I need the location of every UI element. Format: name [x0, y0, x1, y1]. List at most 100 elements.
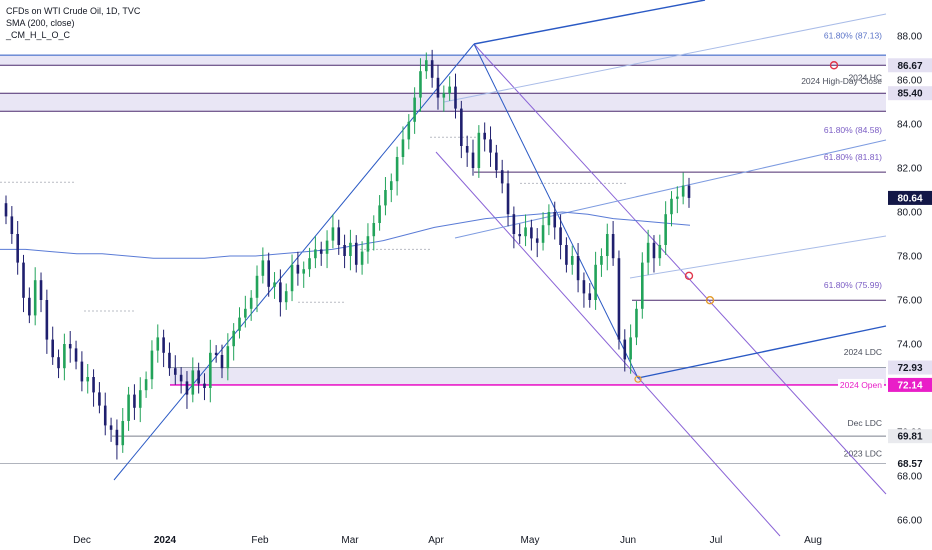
candle-body	[588, 293, 592, 300]
candle-body	[150, 350, 154, 380]
x-tick-label: Mar	[341, 535, 359, 546]
tag-72-14-bg	[888, 377, 932, 392]
candle-body	[676, 196, 679, 199]
candle-body	[547, 212, 551, 226]
trendline-mid-light	[629, 235, 887, 279]
candle-body	[471, 152, 475, 168]
candle-body	[273, 282, 276, 287]
candle-body	[337, 227, 341, 245]
candle-body	[354, 242, 358, 265]
candle-body	[103, 405, 107, 426]
candle-body	[465, 146, 469, 153]
tag-86-67: 86.67	[897, 61, 922, 72]
candle-body	[267, 260, 270, 287]
candle-body	[559, 227, 562, 245]
candle-body	[226, 346, 230, 369]
candles-layer	[4, 49, 691, 460]
chart-legend: CFDs on WTI Crude Oil, 1D, TVC SMA (200,…	[6, 5, 140, 41]
candle-body	[366, 236, 370, 252]
label-2024-open-bg	[838, 378, 884, 390]
label-fib-87-13: 61.80% (87.13)	[824, 30, 882, 40]
candle-body	[419, 71, 422, 98]
candle-body	[448, 86, 451, 94]
candle-body	[115, 429, 119, 446]
candle-body	[255, 275, 259, 298]
candle-body	[68, 344, 72, 349]
candle-body	[483, 132, 486, 140]
y-tick-label: 84.00	[897, 120, 922, 131]
legend-indicator: _CM_H_L_O_C	[6, 30, 71, 40]
candle-body	[162, 337, 165, 353]
candle-body	[664, 214, 667, 245]
candle-body	[39, 280, 43, 300]
candle-body	[57, 357, 60, 369]
y-tick-label: 82.00	[897, 164, 922, 175]
label-2023-ldc: 2023 LDC	[844, 449, 882, 459]
candle-body	[413, 97, 416, 122]
legend-sma: SMA (200, close)	[6, 18, 75, 28]
candle-body	[477, 132, 481, 168]
candle-body	[261, 260, 265, 276]
candle-body	[524, 227, 527, 237]
candle-body	[407, 121, 411, 140]
candle-body	[605, 234, 609, 256]
markers-layer	[634, 61, 839, 383]
candle-body	[401, 139, 405, 157]
tag-68-57-bg	[888, 456, 932, 471]
candle-body	[168, 352, 171, 369]
tag-85-40: 85.40	[897, 89, 922, 100]
candle-body	[284, 291, 288, 303]
candle-body	[244, 308, 247, 318]
candle-body	[372, 223, 376, 237]
candle-body	[133, 394, 136, 408]
y-tick-label: 86.00	[897, 76, 922, 87]
candle-body	[191, 370, 195, 395]
candle-body	[495, 152, 498, 171]
candle-body	[436, 77, 440, 98]
marker-75-99	[705, 296, 715, 305]
x-tick-label: Jul	[710, 535, 723, 546]
candle-body	[535, 238, 539, 243]
candle-body	[395, 157, 399, 182]
candle-body	[611, 234, 615, 259]
candle-body	[127, 394, 130, 421]
y-tick-label: 76.00	[897, 296, 922, 307]
zone-2024-hc	[0, 55, 886, 66]
trendline-low	[637, 325, 887, 379]
candle-body	[121, 421, 125, 446]
marker-pitch-cross	[684, 271, 694, 280]
candle-body	[156, 337, 160, 351]
candle-body	[249, 297, 253, 309]
candle-body	[518, 234, 522, 237]
tag-69-81-bg	[888, 429, 932, 444]
label-2024-ldc: 2024 LDC	[844, 347, 882, 357]
tag-72-14: 72.14	[897, 380, 922, 391]
x-tick-label: Dec	[73, 535, 91, 546]
candle-body	[430, 60, 434, 78]
candle-body	[144, 379, 148, 391]
y-tick-label: 74.00	[897, 340, 922, 351]
x-tick-label: Apr	[428, 535, 444, 546]
candle-body	[454, 86, 457, 109]
zone-2024-ldc	[170, 367, 886, 385]
legend-title: CFDs on WTI Crude Oil, 1D, TVC	[6, 6, 141, 16]
zones-layer	[0, 55, 886, 385]
tag-72-93: 72.93	[897, 363, 922, 374]
label-fib-84-58: 61.80% (84.58)	[824, 125, 882, 135]
candle-body	[109, 425, 113, 430]
candle-body	[63, 344, 66, 369]
candle-body	[600, 256, 603, 265]
candle-body	[343, 245, 346, 256]
candle-body	[378, 205, 381, 223]
candle-body	[687, 185, 691, 198]
tag-last-price-bg	[888, 190, 932, 205]
candle-body	[635, 308, 638, 338]
candle-body	[489, 139, 492, 153]
candle-body	[98, 392, 101, 406]
label-high-day-close: 2024 High-Day Close	[801, 76, 882, 86]
candle-body	[51, 339, 55, 358]
x-tick-label: Aug	[804, 535, 822, 546]
y-tick-label: 88.00	[897, 32, 922, 43]
candle-body	[314, 249, 317, 259]
